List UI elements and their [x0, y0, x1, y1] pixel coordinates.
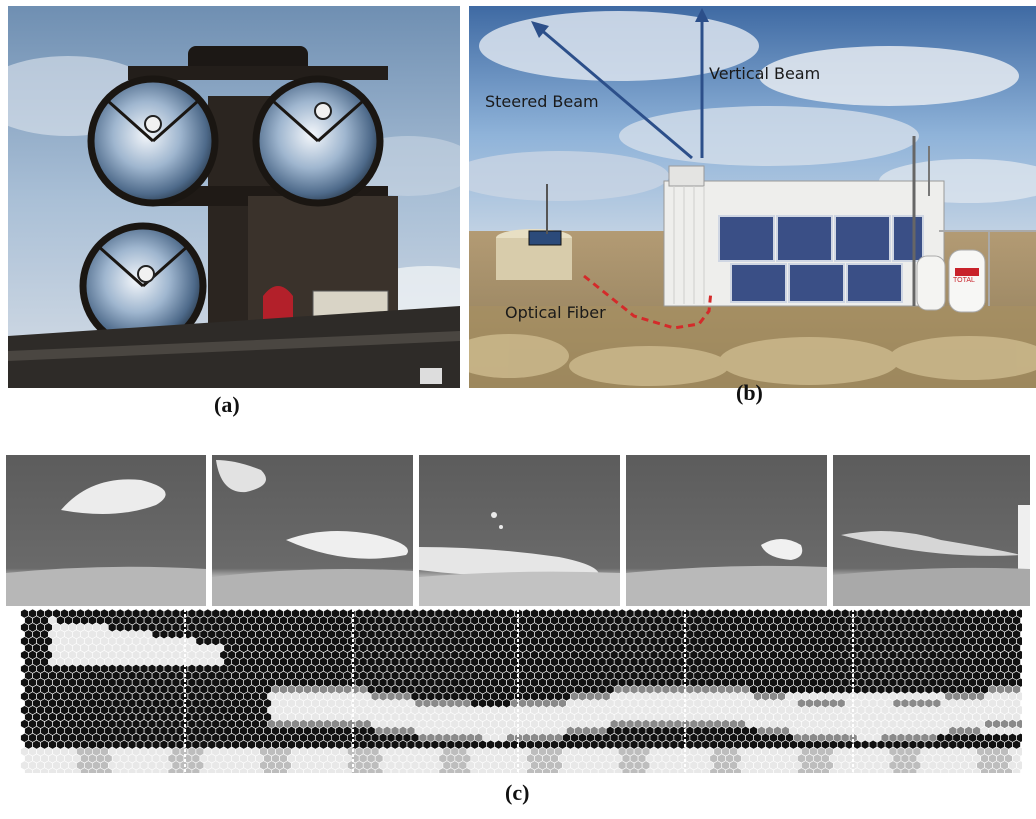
caption-b: (b)	[736, 380, 763, 405]
optical-fiber-path	[583, 274, 713, 330]
caption-c: (c)	[505, 780, 530, 805]
panel-b-photo: TOTAL Steered Beam Vertical Beam Optical…	[469, 6, 1036, 388]
laser-facility-illustration: TOTAL	[469, 6, 1036, 388]
panel-c-hex-map	[20, 609, 1022, 773]
ir-frame-4	[626, 455, 827, 606]
telescope-mirrors-illustration	[8, 6, 460, 388]
panel-c-camera-frames	[6, 455, 1030, 606]
ir-frame-3	[419, 455, 620, 606]
hex-pixel	[1012, 767, 1021, 773]
tank-label: TOTAL	[953, 277, 975, 284]
hex-pixel-camera-map	[20, 609, 1022, 773]
steered-beam-label: Steered Beam	[485, 92, 599, 111]
optical-fiber-label: Optical Fiber	[505, 303, 606, 322]
vertical-beam-label: Vertical Beam	[709, 64, 821, 83]
ir-frame-2	[212, 455, 413, 606]
caption-a: (a)	[214, 392, 240, 417]
steered-beam-arrow	[538, 26, 693, 160]
panel-a-photo	[8, 6, 460, 388]
ir-frame-5	[833, 455, 1030, 606]
ir-frame-1	[6, 455, 206, 606]
infrared-frames-strip	[6, 455, 1030, 606]
